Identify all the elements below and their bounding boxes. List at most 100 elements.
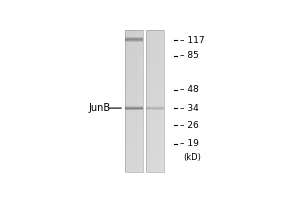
Bar (146, 87, 164, 89)
Bar (146, 144, 164, 145)
Text: JunB: JunB (89, 103, 111, 113)
Text: (kD): (kD) (183, 153, 201, 162)
Bar (146, 53, 164, 55)
Bar (146, 126, 164, 128)
Bar (125, 76, 143, 78)
Bar (125, 96, 143, 98)
Bar (146, 108, 164, 110)
Bar (125, 163, 143, 165)
Bar (125, 128, 143, 129)
Bar (146, 83, 164, 85)
Bar (125, 117, 143, 119)
Bar (125, 60, 143, 62)
Bar (125, 78, 143, 80)
Bar (125, 107, 143, 108)
Bar (125, 131, 143, 133)
Text: – 34: – 34 (181, 104, 199, 113)
Bar (125, 168, 143, 170)
Bar (146, 168, 164, 170)
Bar (125, 170, 143, 172)
Bar (125, 151, 143, 153)
Bar (125, 82, 143, 83)
Bar (146, 58, 164, 60)
Bar (125, 71, 143, 73)
Bar (125, 113, 143, 115)
Bar (146, 46, 164, 48)
Bar (146, 39, 164, 41)
Bar (146, 129, 164, 131)
Bar (125, 85, 143, 87)
Bar (125, 167, 143, 168)
Bar (146, 136, 164, 138)
Bar (146, 119, 164, 121)
Text: – 19: – 19 (181, 139, 200, 148)
Bar (125, 105, 143, 106)
Bar (146, 124, 164, 126)
Bar (146, 64, 164, 66)
Bar (125, 55, 143, 57)
Bar (146, 151, 164, 153)
Bar (125, 87, 143, 89)
Bar (125, 50, 143, 52)
Bar (146, 165, 164, 167)
Bar (146, 71, 164, 73)
Bar (125, 140, 143, 142)
Bar (146, 57, 164, 59)
Bar (146, 154, 164, 156)
Bar (125, 152, 143, 154)
Bar (146, 50, 164, 52)
Bar (125, 44, 143, 46)
Text: – 85: – 85 (181, 51, 200, 60)
Bar (125, 99, 143, 101)
Bar (146, 34, 164, 36)
Bar (146, 113, 164, 115)
Bar (146, 76, 164, 78)
Bar (125, 48, 143, 50)
Bar (146, 110, 164, 112)
Bar (125, 106, 143, 108)
Bar (146, 41, 164, 43)
Bar (146, 82, 164, 83)
Bar (146, 94, 164, 96)
Bar (146, 37, 164, 39)
Bar (125, 97, 143, 99)
Bar (125, 46, 143, 48)
Bar (146, 51, 164, 53)
Bar (146, 67, 164, 69)
Bar (125, 41, 143, 42)
Bar (146, 43, 164, 44)
Bar (146, 147, 164, 149)
Bar (146, 69, 164, 71)
Bar (146, 117, 164, 119)
Bar (125, 92, 143, 94)
Bar (146, 152, 164, 154)
Text: – 48: – 48 (181, 85, 199, 94)
Bar (125, 147, 143, 149)
Bar (125, 51, 143, 53)
Bar (125, 90, 143, 92)
Bar (146, 161, 164, 163)
Bar (146, 145, 164, 147)
Bar (146, 156, 164, 158)
Bar (146, 138, 164, 140)
Bar (125, 74, 143, 76)
Bar (146, 48, 164, 50)
Bar (146, 159, 164, 161)
Bar (146, 73, 164, 75)
Bar (125, 73, 143, 75)
Bar (146, 101, 164, 103)
Bar (125, 156, 143, 158)
Bar (125, 161, 143, 163)
Bar (125, 108, 143, 110)
Bar (146, 133, 164, 135)
Bar (125, 57, 143, 59)
Bar (146, 167, 164, 168)
Bar (125, 30, 143, 32)
Bar (146, 89, 164, 91)
Text: – 117: – 117 (181, 36, 205, 45)
Bar (146, 35, 164, 37)
Bar (146, 62, 164, 64)
Bar (125, 115, 143, 117)
Bar (146, 105, 164, 106)
Bar (146, 97, 164, 99)
